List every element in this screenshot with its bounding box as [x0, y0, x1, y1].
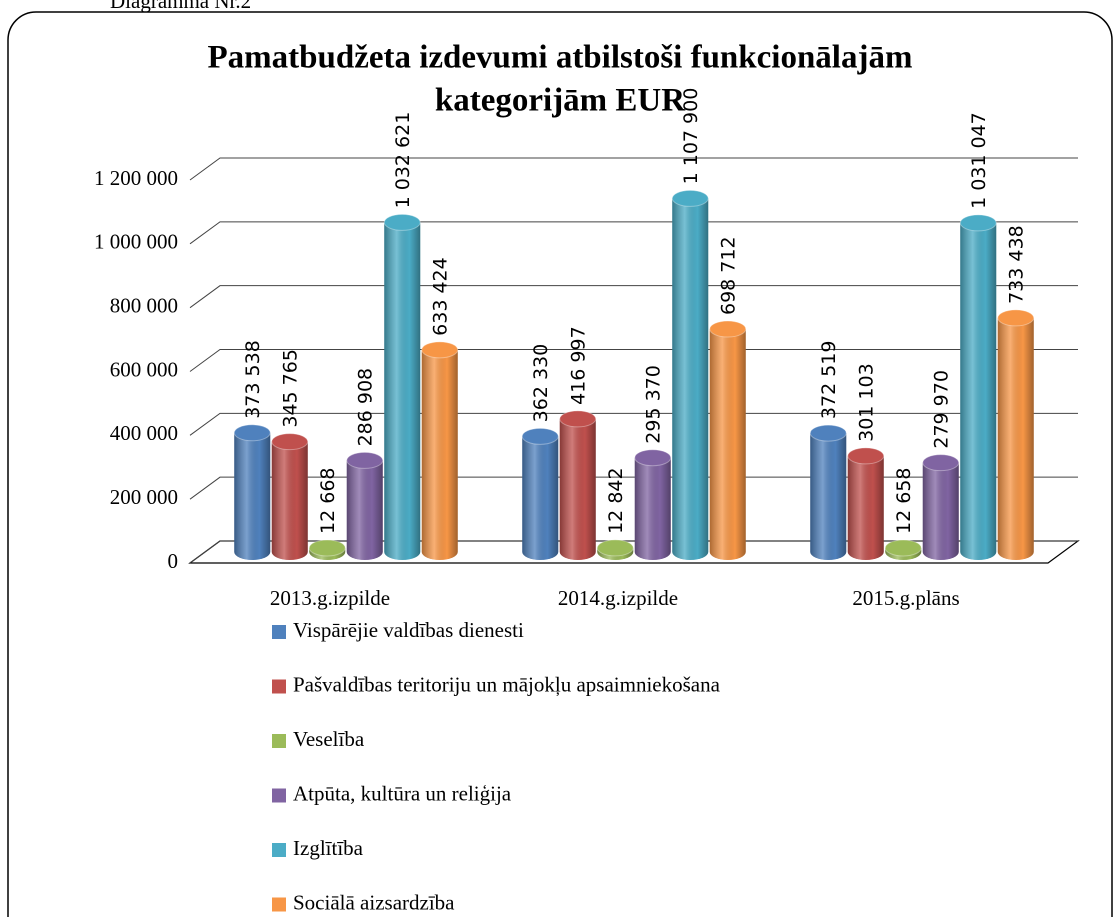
bar-top: [884, 539, 922, 557]
bar-shade: [709, 328, 746, 560]
y-tick-label: 200 000: [110, 485, 178, 509]
caption: Diagramma Nr.2: [110, 0, 251, 13]
bar-top: [847, 447, 885, 465]
bar-shade: [847, 455, 884, 560]
bar-shade: [810, 433, 847, 560]
grid-line: [189, 349, 1078, 372]
bar-top: [346, 451, 384, 469]
value-label: 1 031 047: [968, 112, 990, 209]
y-tick-label: 800 000: [110, 293, 178, 317]
legend-swatch: [272, 734, 286, 748]
value-label: 286 908: [355, 368, 377, 447]
legend-swatch: [272, 788, 286, 803]
bar-shade: [672, 198, 709, 560]
value-label: 1 032 621: [392, 112, 414, 209]
legend-swatch: [272, 897, 286, 912]
value-label: 12 842: [605, 467, 627, 533]
legend-swatch: [272, 679, 286, 694]
grid-line: [189, 221, 1078, 245]
value-label: 416 997: [568, 326, 590, 405]
bar-shade: [997, 317, 1034, 560]
value-label: 372 519: [818, 341, 840, 420]
value-label: 733 438: [1006, 225, 1028, 304]
value-label: 373 538: [242, 340, 264, 419]
bar-shade: [634, 457, 671, 560]
value-label: 362 330: [530, 344, 552, 423]
bar-shade: [384, 222, 421, 560]
grid-line: [189, 476, 1078, 500]
bar-top: [709, 320, 747, 338]
chart-subtitle: kategorijām EUR: [435, 83, 686, 119]
value-label: 12 658: [893, 467, 915, 533]
bar-top: [521, 427, 559, 445]
x-tick-label: 2013.g.izpilde: [270, 586, 390, 610]
bar-shade: [346, 460, 383, 560]
value-label: 295 370: [643, 365, 665, 444]
y-tick-label: 400 000: [110, 421, 178, 445]
legend-swatch: [272, 625, 286, 639]
value-label: 345 765: [280, 349, 302, 428]
legend-swatch: [272, 843, 286, 857]
grid-line: [189, 540, 1078, 564]
bar-top: [671, 189, 709, 207]
bar-shade: [421, 349, 458, 560]
bar-top: [271, 433, 309, 451]
grid-line: [189, 412, 1078, 436]
bar-top: [308, 539, 346, 557]
value-label: 633 424: [430, 257, 452, 336]
legend-label: Pašvaldības teritoriju un mājokļu apsaim…: [293, 672, 721, 696]
bar-shade: [960, 222, 997, 560]
legend-label: Atpūta, kultūra un reliģija: [293, 781, 512, 805]
bar-top: [421, 341, 459, 359]
value-label: 301 103: [856, 363, 878, 442]
y-tick-label: 1 200 000: [94, 166, 178, 190]
grid-line: [189, 157, 1078, 181]
bar-top: [959, 214, 997, 232]
legend-label: Sociālā aizsardzība: [293, 890, 455, 914]
chart-title: Pamatbudžeta izdevumi atbilstoši funkcio…: [208, 40, 913, 76]
bar-shade: [922, 462, 959, 560]
bar-top: [233, 424, 271, 442]
x-tick-label: 2015.g.plāns: [852, 586, 959, 610]
bar-top: [809, 424, 847, 442]
grid-line: [189, 285, 1078, 309]
x-tick-label: 2014.g.izpilde: [558, 586, 678, 610]
bar-shade: [559, 418, 596, 560]
value-label: 698 712: [718, 236, 740, 315]
y-tick-label: 600 000: [110, 357, 178, 381]
bar-top: [596, 539, 634, 557]
value-label: 279 970: [931, 370, 953, 449]
legend-label: Izglītība: [293, 836, 364, 860]
bar-top: [922, 454, 960, 472]
bar-shade: [271, 441, 308, 560]
y-tick-label: 0: [168, 549, 179, 573]
legend-label: Veselība: [293, 727, 365, 751]
bar-top: [559, 410, 597, 428]
bar-top: [383, 213, 421, 231]
bar-top: [997, 309, 1035, 327]
bar-shade: [234, 432, 271, 560]
value-label: 1 107 900: [680, 88, 702, 185]
value-label: 12 668: [317, 467, 339, 533]
y-tick-label: 1 000 000: [94, 230, 178, 254]
bar-shade: [522, 436, 559, 560]
legend-label: Vispārējie valdības dienesti: [293, 618, 524, 642]
bar-top: [634, 449, 672, 467]
